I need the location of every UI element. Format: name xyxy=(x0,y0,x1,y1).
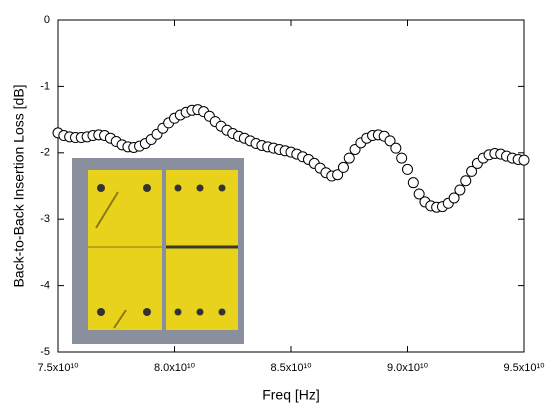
data-point xyxy=(337,161,349,173)
data-point xyxy=(466,165,478,177)
data-point xyxy=(332,169,344,181)
data-point xyxy=(390,142,402,154)
x-tick-label: 8.0x10¹⁰ xyxy=(154,362,196,374)
x-tick-label: 7.5x10¹⁰ xyxy=(37,362,79,374)
y-axis-label: Back-to-Back Insertion Loss [dB] xyxy=(11,84,27,287)
data-point xyxy=(454,184,466,196)
data-point xyxy=(413,188,425,200)
y-tick-label: -5 xyxy=(40,346,50,358)
y-tick-label: 0 xyxy=(44,14,50,26)
data-point xyxy=(402,163,413,175)
data-point xyxy=(396,152,408,164)
data-point xyxy=(518,154,530,166)
data-point xyxy=(343,152,355,164)
x-tick-label: 9.5x10¹⁰ xyxy=(503,362,545,374)
x-tick-label: 8.5x10¹⁰ xyxy=(270,362,312,374)
inset-photo xyxy=(72,158,244,344)
data-point xyxy=(448,192,460,204)
y-tick-label: -2 xyxy=(40,147,50,159)
x-axis-label: Freq [Hz] xyxy=(262,387,320,403)
y-tick-label: -3 xyxy=(40,213,50,225)
y-tick-label: -1 xyxy=(40,80,50,92)
data-point xyxy=(460,175,472,187)
y-tick-label: -4 xyxy=(40,280,50,292)
x-tick-label: 9.0x10¹⁰ xyxy=(387,362,429,374)
data-point xyxy=(407,177,419,189)
data-point xyxy=(384,135,396,147)
